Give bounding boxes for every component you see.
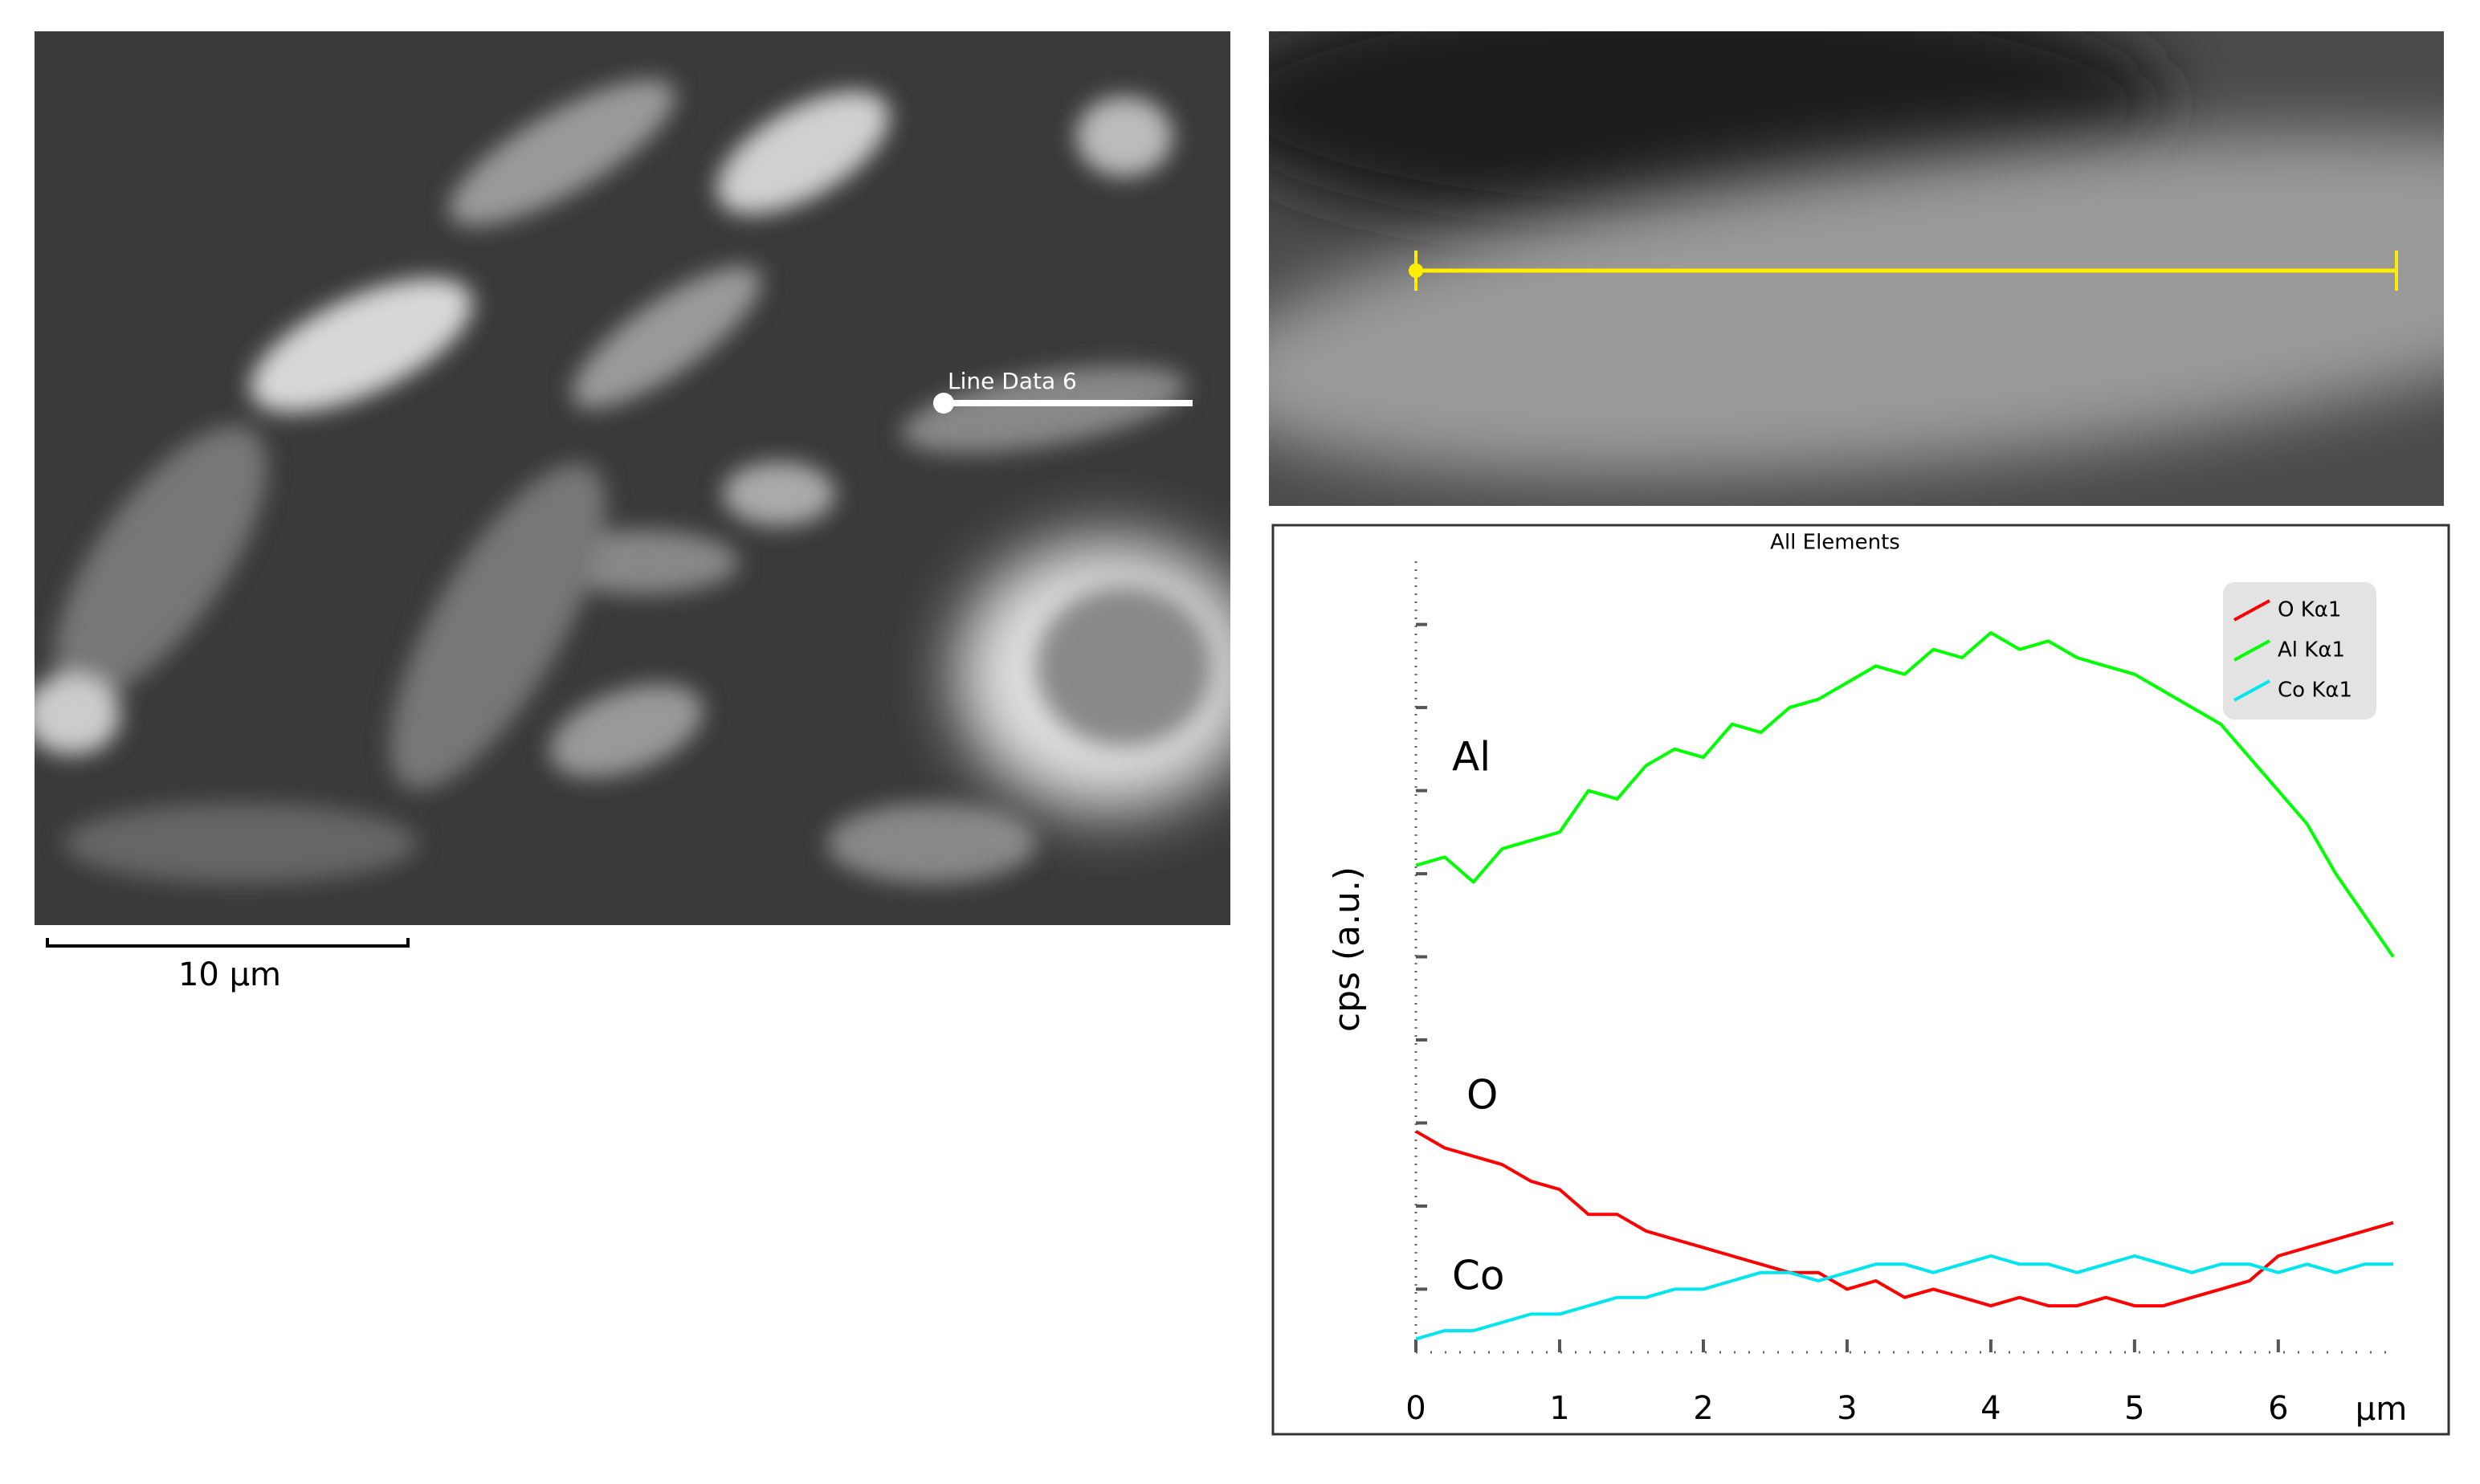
legend-swatch xyxy=(2233,679,2270,702)
annotation: O xyxy=(1466,1072,1498,1119)
series-line xyxy=(1415,1254,2393,1341)
sem-image: Line Data 6 xyxy=(35,31,1230,925)
x-tick-label: 0 xyxy=(1405,1390,1426,1427)
sem-zoom xyxy=(1269,31,2444,506)
x-tick-label: 2 xyxy=(1693,1390,1713,1427)
scale-bar xyxy=(46,938,410,948)
annotation: Co xyxy=(1452,1253,1505,1299)
legend-label: Al Kα1 xyxy=(2278,638,2345,662)
x-tick-label: 1 xyxy=(1549,1390,1569,1427)
x-axis-label: µm xyxy=(2356,1391,2407,1428)
legend-swatch xyxy=(2233,599,2270,622)
legend-label: O Kα1 xyxy=(2278,598,2341,622)
series-line xyxy=(1414,1130,2394,1308)
legend: O Kα1 Al Kα1 Co Kα1 xyxy=(2223,582,2376,720)
legend-swatch xyxy=(2233,639,2270,662)
series-line xyxy=(1415,631,2395,958)
x-tick-label: 4 xyxy=(1980,1390,2001,1427)
chart-title: All Elements xyxy=(1770,531,1900,555)
line-label: Line Data 6 xyxy=(948,368,1077,394)
x-tick-label: 6 xyxy=(2268,1390,2288,1427)
annotation: Al xyxy=(1452,734,1491,781)
y-axis-label: cps (a.u.) xyxy=(1327,866,1368,1032)
legend-label: Co Kα1 xyxy=(2278,679,2352,703)
scale-label: 10 µm xyxy=(178,956,281,993)
x-tick-label: 3 xyxy=(1837,1390,1857,1427)
x-tick-label: 5 xyxy=(2124,1390,2144,1427)
